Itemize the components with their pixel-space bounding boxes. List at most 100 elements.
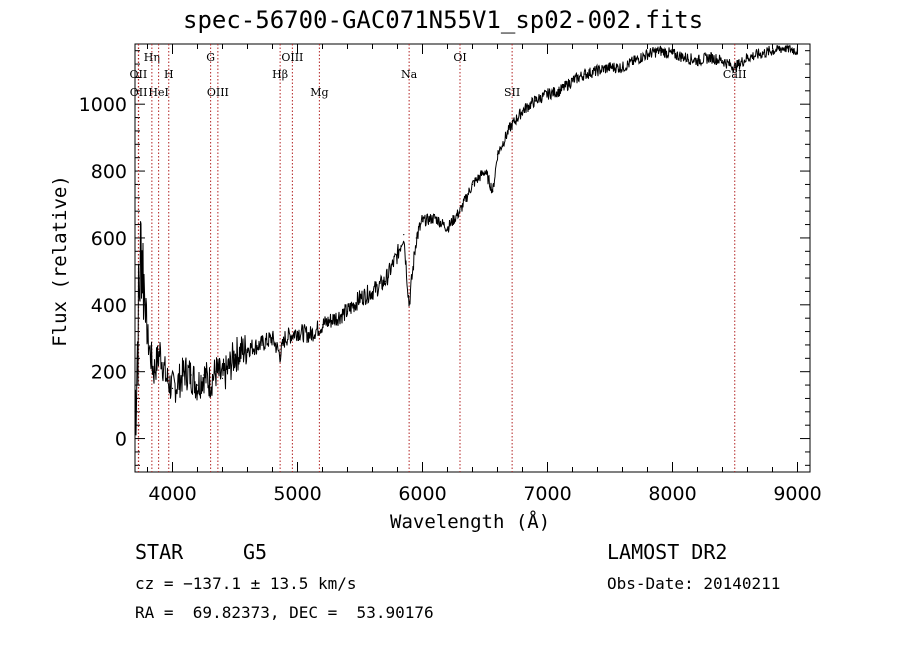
subclass: G5: [243, 540, 268, 564]
spectrum-point: [609, 66, 611, 69]
spectrum-point: [509, 126, 511, 129]
spectrum-point: [759, 53, 761, 55]
spectrum-point: [403, 233, 405, 236]
spectral-line-label: Hβ: [272, 68, 288, 81]
x-axis-label: Wavelength (Å): [390, 511, 551, 533]
spectrum-point: [359, 297, 361, 299]
spectrum-point: [659, 50, 661, 52]
spectrum-point: [209, 381, 211, 383]
spectrum-point: [396, 254, 399, 256]
spectrum-point: [671, 53, 674, 55]
spectrum-point: [596, 70, 599, 72]
y-tick-label: 200: [91, 362, 127, 384]
y-tick-label: 600: [91, 228, 127, 250]
spectrum-point: [492, 190, 494, 192]
spectrum-point: [421, 220, 424, 222]
spectrum-point: [271, 337, 274, 339]
spectrum-point: [559, 90, 561, 92]
spectrum-point: [221, 377, 224, 379]
plot-frame: [134, 43, 811, 473]
y-tick-label: 1000: [79, 94, 127, 116]
spectrum-point: [496, 153, 499, 155]
spectrum-point: [446, 227, 449, 229]
spectrum-point: [721, 60, 724, 62]
spectral-line-label: SII: [504, 86, 520, 99]
spectral-line-label: OIII: [281, 51, 303, 64]
x-tick-label: 9000: [773, 483, 821, 505]
spectrum-point: [746, 56, 749, 58]
spectrum-point: [146, 337, 149, 339]
spectrum-point: [709, 56, 711, 58]
spectrum-point: [171, 387, 174, 390]
spectrum-point: [190, 374, 192, 376]
spectrum-point: [571, 80, 574, 82]
spectral-line-label: OII: [130, 86, 148, 99]
spectrum-point: [228, 367, 230, 369]
spectrum-point: [771, 50, 774, 52]
spectrum-point: [259, 344, 261, 346]
spectral-line-label: G: [206, 51, 215, 64]
spectrum-point: [215, 371, 217, 373]
spectrum-point: [621, 66, 624, 69]
x-tick-label: 4000: [148, 483, 196, 505]
x-tick-label: 8000: [648, 483, 696, 505]
spectrum-point: [534, 100, 536, 102]
spectrum-point: [796, 50, 799, 52]
spectral-line-label: OIII: [207, 86, 229, 99]
spectrum-point: [284, 337, 286, 339]
object-class: STAR: [135, 540, 184, 564]
obs-date: Obs-Date: 20140211: [607, 574, 781, 593]
x-tick-label: 7000: [523, 483, 571, 505]
spectral-line-label: Mg: [310, 86, 328, 99]
spectrum-point: [459, 210, 461, 212]
y-axis-label: Flux (relative): [49, 175, 71, 347]
spectrum-point: [521, 110, 524, 112]
spectrum-point: [584, 73, 586, 75]
spectrum-point: [334, 317, 336, 319]
spectrum-point: [346, 310, 349, 313]
spectrum-point: [296, 330, 299, 333]
spectrum-series-line: [134, 44, 798, 436]
spectral-line-label: OI: [453, 51, 466, 64]
spectral-line-label: CaII: [723, 68, 747, 81]
spectrum-point: [140, 237, 142, 239]
spectral-line-label: HeI: [148, 86, 168, 99]
spectrum-point: [434, 217, 436, 219]
spectrum-point: [184, 371, 186, 373]
spectrum-point: [203, 374, 205, 376]
spectrum-point: [384, 280, 386, 283]
x-tick-label: 6000: [398, 483, 446, 505]
spectrum-point: [784, 46, 786, 48]
y-tick-label: 400: [91, 295, 127, 317]
y-tick-label: 800: [91, 161, 127, 183]
spectrum-point: [696, 60, 699, 62]
spectrum-point: [634, 60, 636, 62]
y-tick-label: 0: [115, 429, 127, 451]
spectrum-point: [309, 334, 311, 336]
spectrum-point: [279, 354, 281, 356]
spectrum-point: [684, 56, 686, 58]
spectral-line-label: Na: [401, 68, 418, 81]
coordinates: RA = 69.82373, DEC = 53.90176: [135, 603, 434, 622]
spectrum-point: [646, 53, 649, 55]
spectral-line-label: OII: [130, 68, 148, 81]
cz-value: cz = −137.1 ± 13.5 km/s: [135, 574, 357, 593]
spectrum-point: [408, 304, 410, 306]
spectrum-point: [734, 66, 736, 69]
spectrum-point: [196, 384, 199, 386]
spectrum-point: [371, 290, 374, 293]
survey-name: LAMOST DR2: [607, 540, 728, 564]
spectrum-point: [134, 411, 136, 413]
chart-title: spec-56700-GAC071N55V1_sp02-002.fits: [183, 6, 704, 34]
spectrum-point: [471, 183, 474, 186]
spectrum-point: [415, 237, 417, 239]
spectrum-point: [321, 324, 324, 326]
spectrum-point: [159, 351, 161, 353]
spectral-line-label: Hη: [144, 51, 160, 64]
spectrum-point: [484, 170, 486, 172]
x-tick-label: 5000: [273, 483, 321, 505]
spectrum-point: [178, 381, 180, 383]
spectral-line-label: H: [164, 68, 174, 81]
spectrum-point: [153, 371, 155, 373]
